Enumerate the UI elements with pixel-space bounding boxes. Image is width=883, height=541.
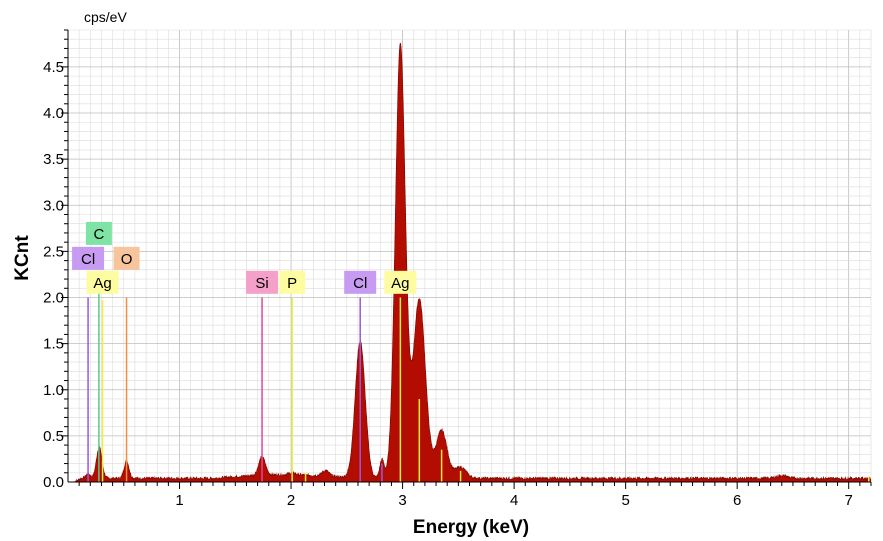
element-label-box [72,246,105,270]
x-tick-label: 1 [175,492,183,509]
element-label-p: P [287,275,297,292]
element-label-box [113,246,140,270]
x-tick-label: 6 [733,492,741,509]
y-tick-label: 4.0 [43,105,64,122]
element-label-o: O [121,251,133,268]
y-tick-label: 3.0 [43,197,64,214]
element-label-cl: Cl [81,251,95,268]
element-label-box [279,270,306,294]
y-tick-label: 0.5 [43,428,64,445]
y-unit-label: cps/eV [84,9,127,25]
y-tick-label: 2.0 [43,290,64,307]
y-axis-title: KCnt [12,235,33,281]
element-label-box [246,270,279,294]
x-axis-title: Energy (keV) [413,517,529,538]
y-tick-label: 1.5 [43,336,64,353]
y-tick-label: 2.5 [43,243,64,260]
spectrum [72,42,872,483]
x-tick-label: 5 [621,492,629,509]
element-label-box [384,270,417,294]
element-label-box [85,221,112,245]
element-label-box [86,270,119,294]
element-label-cl: Cl [353,275,367,292]
x-tick-label: 4 [510,492,518,509]
x-tick-label: 3 [398,492,406,509]
axes: 1 2 3 4 5 6 7 0.0 0.5 1.0 1.5 2.0 2.5 3.0 3.5 4.0 4.5 [43,29,872,509]
element-label-ag: Ag [93,275,111,292]
x-tick-label: 2 [287,492,295,509]
y-tick-label: 3.5 [43,151,64,168]
element-label-c: C [93,226,104,243]
grid [68,29,872,482]
y-tick-label: 1.0 [43,382,64,399]
element-label-ag: Ag [391,275,409,292]
element-label-si: Si [255,275,268,292]
element-label-box [344,270,377,294]
y-tick-label: 4.5 [43,59,64,76]
element-markers: C Cl O Ag Si P Cl Ag [72,221,870,482]
x-tick-label: 7 [845,492,853,509]
y-tick-label: 0.0 [43,474,64,491]
spectrum-area [72,42,872,483]
